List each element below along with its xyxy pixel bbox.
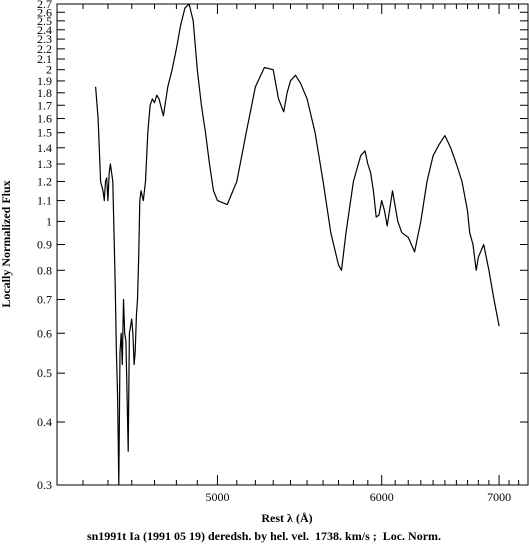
x-tick-label: 5000 xyxy=(205,490,229,504)
y-tick-label: 1 xyxy=(46,214,52,228)
y-tick-label: 0.3 xyxy=(37,478,52,492)
y-tick-label: 2.5 xyxy=(37,14,52,28)
y-tick-label: 0.5 xyxy=(37,366,52,380)
y-tick-label: 0.4 xyxy=(37,415,52,429)
y-tick-label: 2.1 xyxy=(37,52,52,66)
y-tick-label: 1.1 xyxy=(37,194,52,208)
y-axis-label: Locally Normalized Flux xyxy=(0,180,13,307)
x-axis-label: Rest λ (Å) xyxy=(261,511,312,525)
y-tick-label: 1.9 xyxy=(37,74,52,88)
y-tick-label: 2.2 xyxy=(37,42,52,56)
y-tick-label: 0.6 xyxy=(37,326,52,340)
series-line xyxy=(95,3,500,486)
y-tick-label: 2.7 xyxy=(37,0,52,11)
x-tick-label: 7000 xyxy=(487,490,511,504)
y-tick-label: 1.8 xyxy=(37,86,52,100)
y-tick-label: 0.7 xyxy=(37,293,52,307)
y-tick-label: 2.3 xyxy=(37,32,52,46)
y-tick-label: 0.8 xyxy=(37,263,52,277)
x-axis-ticks: 5000 6000 7000 xyxy=(82,4,529,504)
y-tick-label: 1.7 xyxy=(37,98,52,112)
y-tick-label: 1.6 xyxy=(37,112,52,126)
y-axis-ticks: 0.3 0.4 0.5 0.6 0.7 0.8 0.9 1 1.1 1.2 1.3 1.41.51.6… xyxy=(37,0,528,492)
y-tick-label: 1.3 xyxy=(37,157,52,171)
y-tick-label: 0.9 xyxy=(37,238,52,252)
y-tick-label: 2 xyxy=(46,63,52,77)
x-tick-label: 6000 xyxy=(370,490,394,504)
y-tick-label: 2.6 xyxy=(37,5,52,19)
caption: sn1991t Ia (1991 05 19) deredsh. by hel.… xyxy=(87,529,441,543)
y-tick-label: 2.4 xyxy=(37,23,52,37)
y-tick-label: 1.2 xyxy=(37,175,52,189)
y-tick-label: 1.5 xyxy=(37,126,52,140)
y-tick-label: 1.4 xyxy=(37,141,52,155)
